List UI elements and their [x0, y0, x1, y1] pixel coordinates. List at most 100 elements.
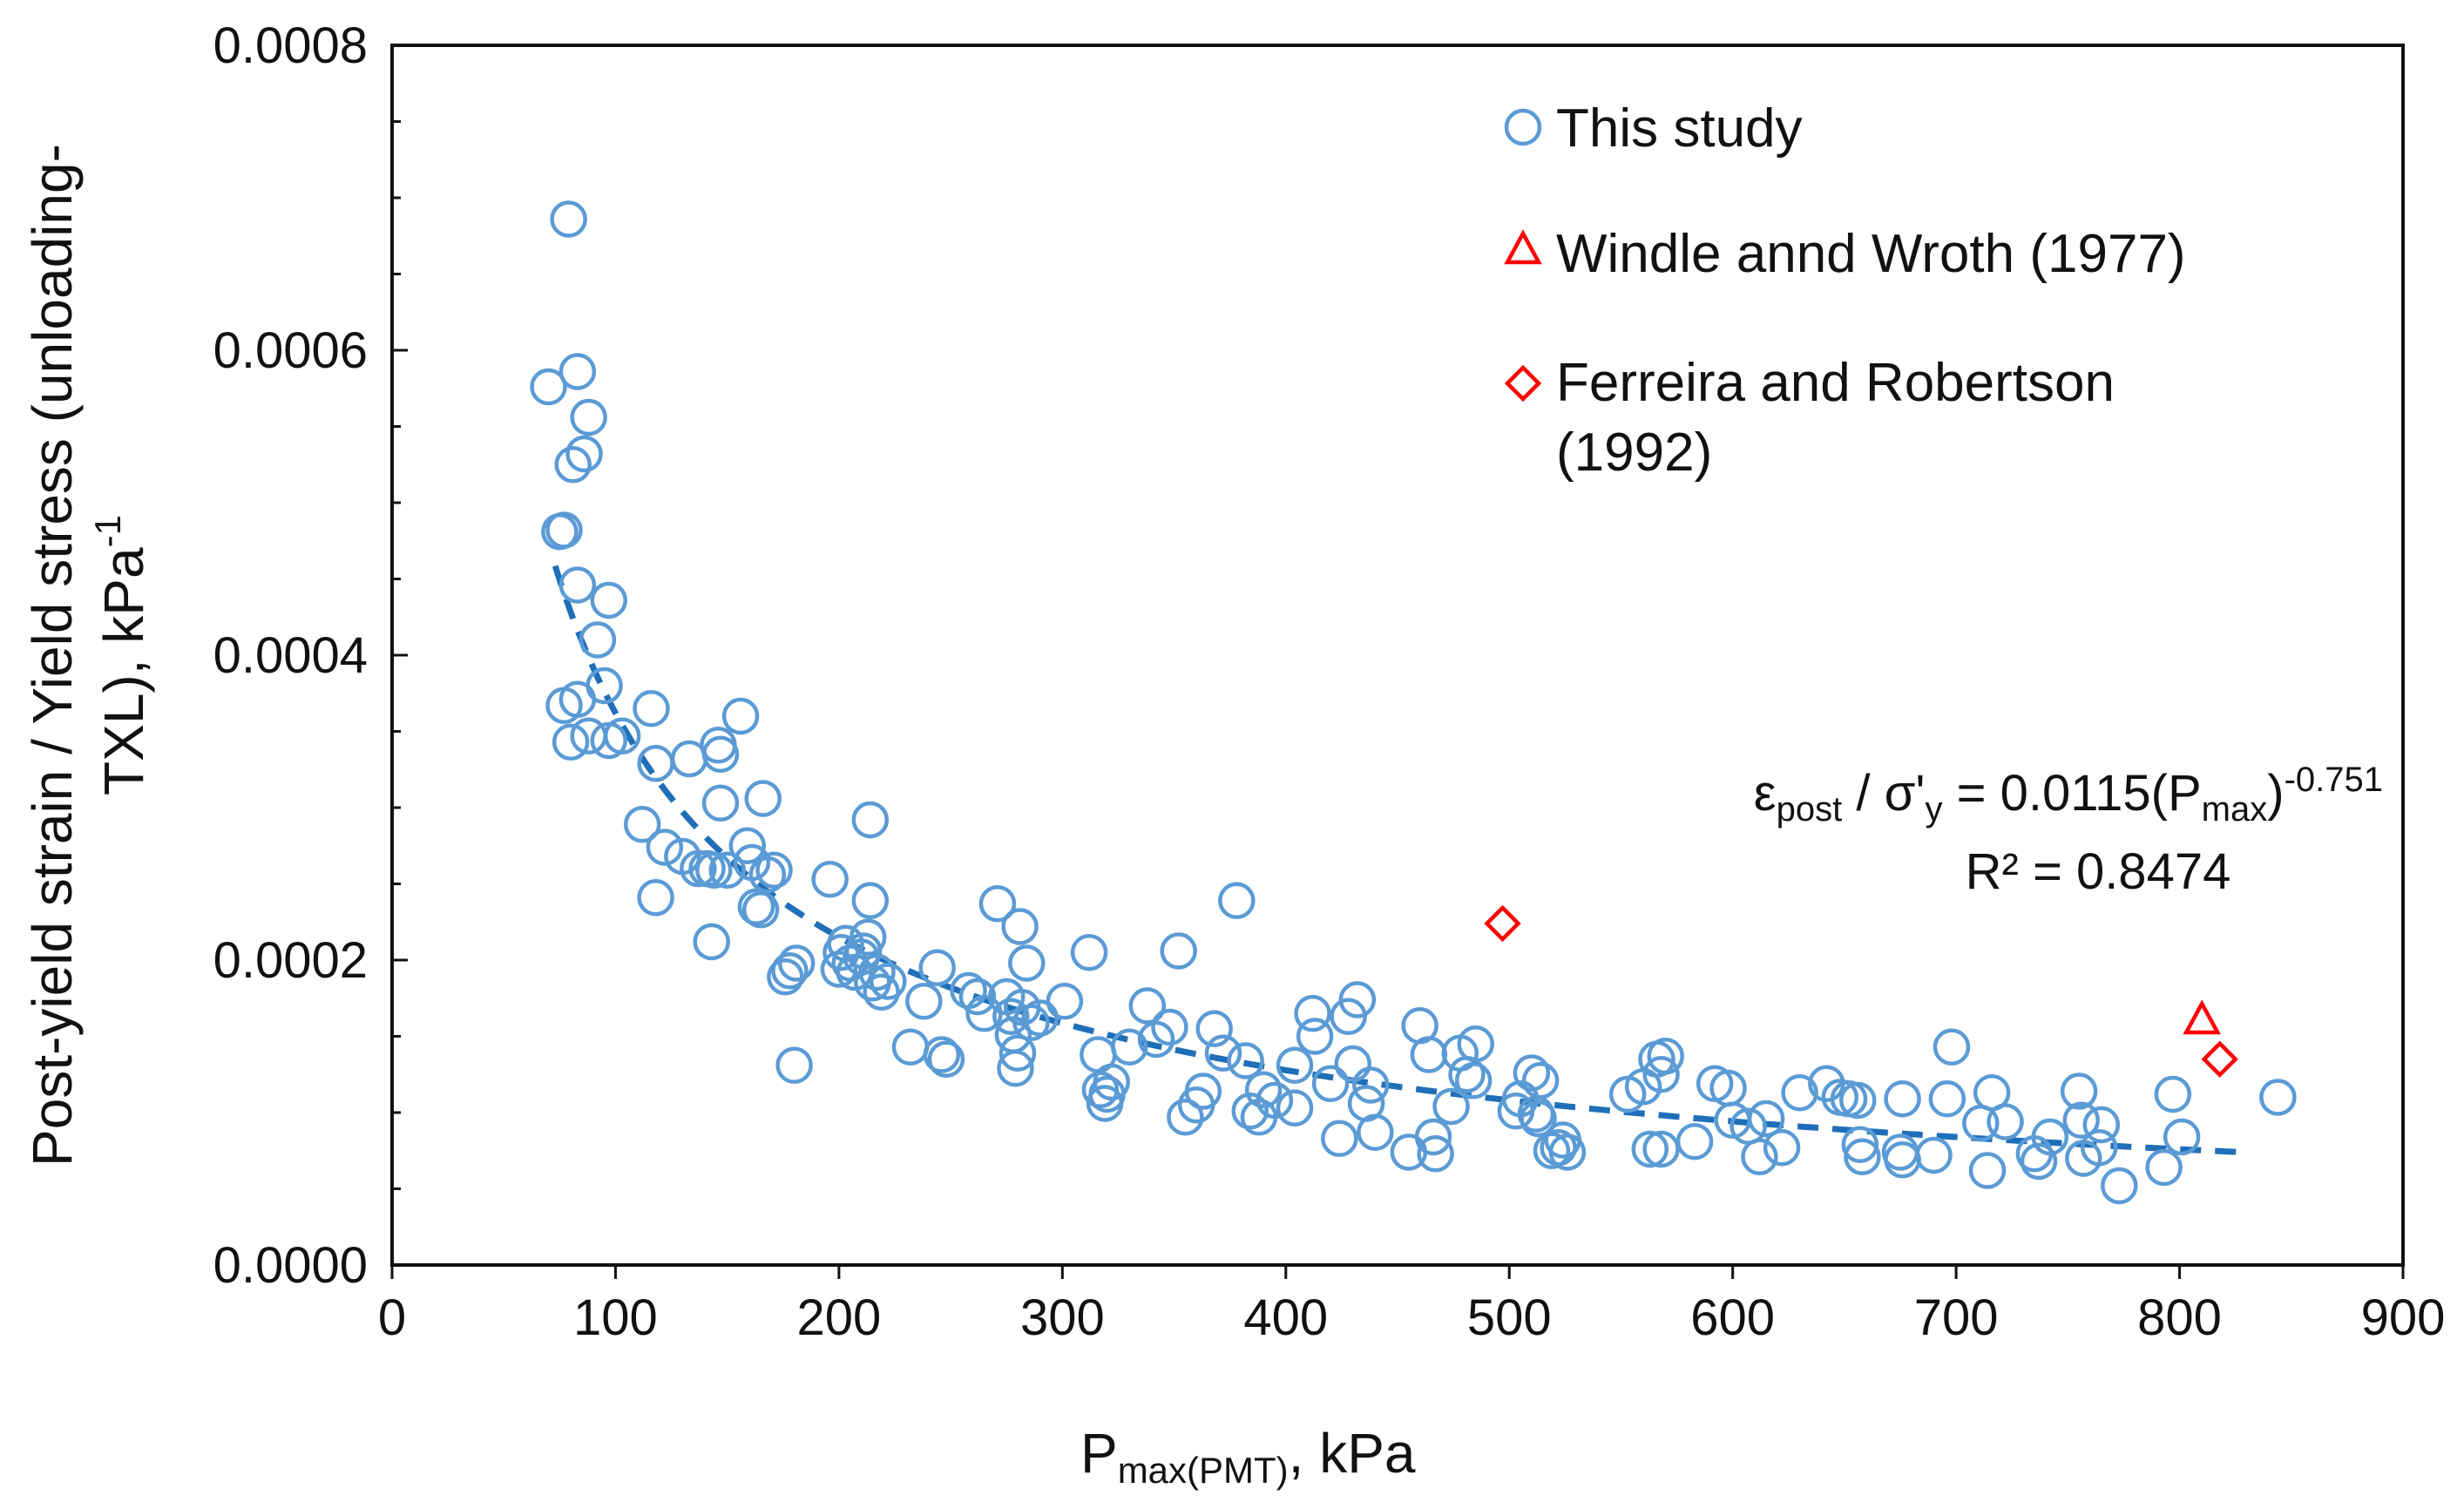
- y-tick-label: 0.0000: [213, 1237, 368, 1294]
- data-point: [1357, 1113, 1394, 1151]
- x-tick-label: 200: [796, 1289, 881, 1346]
- data-point: [1160, 932, 1197, 970]
- equation-text: εpost / σ'y = 0.0115(Pmax)-0.751: [1754, 761, 2383, 829]
- x-axis-title-suffix: , kPa: [1289, 1422, 1416, 1485]
- data-point: [1987, 1103, 2024, 1140]
- r-squared-text: R² = 0.8474: [1966, 843, 2231, 900]
- data-point: [1093, 1063, 1131, 1101]
- data-point: [1137, 1020, 1175, 1059]
- data-point: [554, 446, 592, 484]
- data-point: [748, 856, 787, 894]
- data-point: [858, 953, 896, 991]
- data-point: [1548, 1133, 1587, 1171]
- x-tick-label: 600: [1690, 1289, 1775, 1346]
- data-point: [2080, 1129, 2118, 1167]
- x-tick-label: 100: [573, 1289, 658, 1346]
- data-point: [1046, 983, 1084, 1020]
- data-point: [637, 879, 674, 917]
- data-points: [530, 200, 2297, 1205]
- legend-diamond-marker: [1504, 364, 1542, 403]
- data-point: [1167, 1099, 1204, 1136]
- trendline-group: [552, 565, 2245, 1156]
- data-point: [1311, 1065, 1350, 1102]
- data-point: [565, 435, 603, 473]
- eq-main: = 0.0115(P: [1942, 765, 2201, 822]
- data-point: [1763, 1129, 1801, 1167]
- data-point: [2259, 1079, 2297, 1116]
- x-axis-title-sub: max(PMT): [1118, 1450, 1289, 1491]
- data-point: [1513, 1054, 1551, 1092]
- data-point: [1915, 1136, 1953, 1174]
- data-point: [1338, 981, 1377, 1018]
- data-point: [1642, 1056, 1680, 1093]
- data-point: [2154, 1075, 2192, 1113]
- data-point: [590, 581, 628, 619]
- data-point: [2145, 1148, 2183, 1187]
- data-point: [891, 1028, 930, 1066]
- data-point: [997, 1050, 1034, 1087]
- data-point: [2101, 1167, 2138, 1205]
- eq-exponent: -0.751: [2285, 761, 2383, 799]
- x-tick-label: 800: [2137, 1289, 2222, 1346]
- y-tick-label: 0.0006: [213, 322, 368, 379]
- data-point: [851, 882, 890, 919]
- data-point: [1151, 1008, 1188, 1046]
- data-point: [1521, 1062, 1560, 1099]
- data-point: [918, 949, 956, 986]
- data-point: [558, 566, 597, 604]
- data-point: [1111, 1028, 1148, 1066]
- data-point: [1184, 1072, 1222, 1110]
- data-point: [1933, 1028, 1971, 1066]
- data-point: [633, 690, 670, 727]
- power-trendline: [552, 565, 2245, 1156]
- data-point: [1321, 1120, 1358, 1157]
- x-tick-label: 300: [1020, 1289, 1105, 1346]
- data-point: [1432, 1087, 1470, 1126]
- x-tick-label: 900: [2361, 1289, 2446, 1346]
- data-point: [558, 680, 597, 718]
- legend-label-ferreira-robertson-year: (1992): [1556, 423, 1712, 483]
- x-axis-tick-labels: 0 100 200 300 400 500 600 700 800 900: [378, 1289, 2446, 1346]
- x-tick-label: 400: [1243, 1289, 1328, 1346]
- legend-triangle-marker: [1504, 229, 1542, 265]
- data-point: [530, 368, 567, 406]
- data-point: [1244, 1071, 1283, 1108]
- data-point: [1841, 1126, 1879, 1163]
- data-point: [870, 963, 907, 1000]
- y-axis-title-line2: TXL), kPa-1: [87, 515, 155, 795]
- y-tick-label: 0.0002: [213, 932, 368, 989]
- data-point: [1741, 1138, 1778, 1175]
- data-point: [646, 829, 684, 866]
- data-point: [927, 1040, 965, 1078]
- y-axis-tick-labels: 0.0000 0.0002 0.0004 0.0006 0.0008: [213, 17, 368, 1294]
- data-point: [701, 784, 740, 822]
- data-point: [2020, 1142, 2058, 1181]
- data-point: [1410, 1036, 1448, 1073]
- data-point: [1231, 1093, 1269, 1130]
- data-point: [1276, 1089, 1314, 1126]
- data-point: [1647, 1038, 1684, 1075]
- y-tick-label: 0.0004: [213, 627, 368, 684]
- data-point: [737, 888, 775, 925]
- data-point: [680, 849, 717, 888]
- eq-epsilon: ε: [1754, 765, 1777, 822]
- data-point-ferreira-robertson: [2201, 1040, 2238, 1078]
- data-point: [1454, 1062, 1493, 1099]
- data-point: [1276, 1046, 1314, 1084]
- data-point: [558, 353, 597, 390]
- data-point: [693, 923, 730, 961]
- data-point: [728, 827, 766, 864]
- data-point: [1204, 1034, 1242, 1072]
- x-tick-label: 0: [378, 1289, 406, 1346]
- data-point: [579, 621, 617, 659]
- data-point: [2031, 1118, 2069, 1156]
- data-point: [695, 851, 733, 889]
- data-point: [1351, 1066, 1390, 1104]
- data-point: [1070, 934, 1108, 971]
- data-point: [603, 717, 641, 754]
- legend-label-this-study: This study: [1556, 98, 1803, 159]
- x-axis-title: Pmax(PMT), kPa: [1080, 1422, 1416, 1491]
- data-point: [1457, 1025, 1495, 1063]
- data-point: [771, 952, 809, 990]
